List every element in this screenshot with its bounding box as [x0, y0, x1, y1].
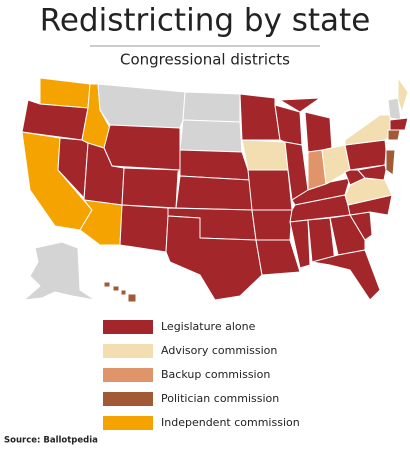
legend-swatch: [103, 344, 153, 358]
state: [247, 169, 293, 211]
state: [23, 241, 96, 301]
legend-label: Independent commission: [161, 416, 300, 429]
state: [165, 215, 263, 301]
title: Redistricting by state: [40, 3, 371, 39]
state: [329, 214, 366, 256]
state: [241, 139, 289, 171]
legend: Legislature alone Advisory commission Back…: [103, 320, 300, 430]
state: [112, 285, 120, 292]
state: [97, 83, 186, 129]
subtitle: Congressional districts: [120, 51, 290, 69]
legend-swatch: [103, 320, 153, 334]
state: [385, 149, 396, 176]
state: [239, 93, 281, 141]
legend-swatch: [103, 392, 153, 406]
state: [120, 289, 127, 296]
state: [344, 114, 393, 146]
legend-label: Legislature alone: [161, 320, 256, 333]
state: [389, 117, 409, 131]
state: [321, 144, 351, 185]
hawaii: [103, 281, 137, 303]
state: [175, 175, 253, 211]
state: [127, 293, 137, 303]
state: [255, 239, 301, 276]
state: [179, 149, 251, 181]
state: [119, 204, 169, 253]
state: [103, 281, 111, 288]
state: [304, 111, 333, 153]
legend-swatch: [103, 368, 153, 382]
state: [182, 91, 241, 123]
legend-label: Advisory commission: [161, 344, 277, 357]
legend-swatch: [103, 416, 153, 430]
state: [279, 97, 321, 113]
us-map: [21, 77, 409, 303]
legend-label: Politician commission: [161, 392, 279, 405]
state: [179, 119, 243, 153]
state: [311, 249, 381, 301]
source: Source: Ballotpedia: [4, 436, 98, 446]
state: [357, 164, 387, 181]
state: [103, 124, 181, 171]
state: [387, 129, 401, 141]
state: [289, 219, 311, 269]
state: [251, 209, 293, 241]
state: [39, 77, 91, 109]
state: [397, 77, 409, 113]
legend-label: Backup commission: [161, 368, 270, 381]
state: [121, 167, 181, 209]
